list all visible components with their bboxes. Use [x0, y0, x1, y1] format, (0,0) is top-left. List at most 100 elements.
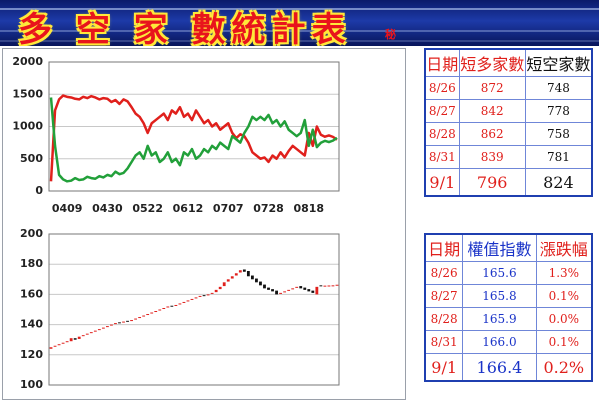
- header-cell: 日期: [424, 233, 464, 262]
- candle-body: [190, 298, 194, 300]
- candle-body: [154, 311, 158, 313]
- table-cell: 8/31: [424, 145, 460, 169]
- table-cell: 165.9: [462, 307, 537, 331]
- candle-body: [101, 327, 105, 329]
- y-tick-label: 120: [20, 348, 43, 361]
- candle-body: [85, 333, 89, 335]
- plot-frame: [48, 61, 340, 192]
- candle-body: [114, 323, 117, 325]
- candle-body: [230, 276, 234, 279]
- table-cell: 862: [458, 122, 526, 146]
- candle-body: [319, 285, 323, 287]
- candle-body: [97, 329, 101, 331]
- index-table: 日期 權值指數 漲跌幅 8/26 165.6 1.3% 8/27 165.8 0.1% 8/28…: [424, 233, 593, 382]
- table-cell: 781: [524, 145, 593, 169]
- x-tick-label: 0818: [293, 202, 324, 215]
- candle-body: [315, 286, 319, 295]
- y-tick-label: 1500: [12, 87, 43, 100]
- candle-body: [130, 320, 133, 322]
- x-tick-label: 0728: [253, 202, 284, 215]
- candle-body: [65, 341, 69, 343]
- y-tick-label: 200: [20, 227, 43, 240]
- candle-body: [242, 269, 246, 272]
- candle-body: [198, 295, 202, 297]
- x-tick-label: 0409: [52, 202, 83, 215]
- candle-body: [170, 305, 174, 307]
- candle-body: [214, 289, 218, 293]
- table-cell: 824: [524, 168, 593, 197]
- candle-body: [138, 317, 142, 319]
- candle-body: [89, 332, 93, 334]
- candle-body: [166, 306, 170, 308]
- candle-body: [61, 342, 65, 344]
- candle-body: [291, 288, 295, 290]
- banner: 多 空 家 數統計表 秘: [0, 0, 599, 46]
- table-cell: 1.3%: [535, 261, 593, 285]
- candle-body: [69, 338, 73, 342]
- table-cell: 748: [524, 76, 593, 100]
- candle-body: [93, 330, 97, 332]
- candle-body: [323, 285, 327, 287]
- series-line: [49, 94, 338, 182]
- y-tick-label: 2000: [12, 55, 43, 68]
- table-cell: 778: [524, 99, 593, 123]
- candle-body: [275, 290, 278, 295]
- candle-body: [307, 289, 311, 292]
- candle-body: [53, 345, 57, 347]
- y-tick-label: 180: [20, 257, 43, 270]
- title: 多 空 家 數統計表: [18, 10, 352, 46]
- candle-body: [174, 304, 178, 306]
- candle-body: [178, 303, 182, 305]
- series-line: [49, 97, 338, 183]
- candle-body: [186, 300, 190, 302]
- charts: 0 500 1000 1500 2000 0409 0430 0522 0612 0707 0728…: [12, 55, 340, 391]
- table-cell: 872: [458, 76, 526, 100]
- table-cell: 165.8: [462, 284, 537, 308]
- candle-body: [57, 344, 61, 346]
- candle-body: [222, 282, 226, 287]
- candle-body: [259, 281, 262, 286]
- candle-body: [142, 315, 146, 317]
- candle-body: [206, 294, 210, 296]
- candle-body: [73, 338, 77, 340]
- table-cell: 9/1: [424, 353, 464, 382]
- x-tick-label: 0522: [132, 202, 163, 215]
- candle-body: [283, 291, 287, 293]
- table-cell: 0.0%: [535, 307, 593, 331]
- candle-body: [118, 322, 121, 324]
- candle-body: [303, 287, 307, 290]
- table-cell: 166.0: [462, 330, 537, 354]
- candle-body: [122, 321, 125, 323]
- y-tick-label: 0: [35, 184, 43, 197]
- candle-body: [146, 314, 150, 316]
- table-cell: 8/27: [424, 284, 464, 308]
- header-cell: 短多家數: [458, 48, 526, 77]
- table-cell: 165.6: [462, 261, 537, 285]
- candle-body: [311, 290, 315, 293]
- y-tick-label: 100: [20, 378, 43, 391]
- plot-frame: [48, 233, 340, 386]
- candle-body: [202, 295, 206, 297]
- candle-body: [226, 279, 230, 282]
- candle-body: [162, 307, 166, 309]
- candle-body: [150, 312, 154, 314]
- candle-body: [299, 286, 303, 289]
- candle-body: [77, 336, 81, 339]
- x-tick-label: 0612: [173, 202, 204, 215]
- table-cell: 8/28: [424, 307, 464, 331]
- breadth-table: 日期 短多家數 短空家數 8/26 872 748 8/27 842 778 8/28 862 75…: [424, 48, 593, 197]
- candle-body: [295, 286, 299, 288]
- candle-body: [110, 324, 113, 326]
- candle-body: [234, 273, 238, 276]
- header-cell: 漲跌幅: [535, 233, 593, 262]
- header-cell: 權值指數: [462, 233, 537, 262]
- table-cell: 0.1%: [535, 284, 593, 308]
- y-tick-label: 140: [20, 318, 43, 331]
- table-cell: 8/26: [424, 261, 464, 285]
- candle-body: [331, 285, 335, 287]
- candle-body: [250, 275, 254, 280]
- candle-body: [255, 278, 258, 283]
- table-cell: 8/27: [424, 99, 460, 123]
- table-cell: 0.2%: [535, 353, 593, 382]
